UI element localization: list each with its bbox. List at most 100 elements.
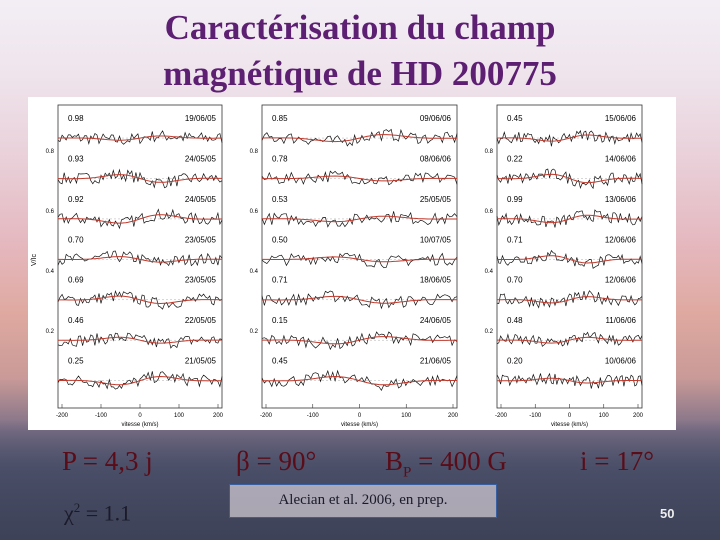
observed-profile xyxy=(261,128,458,147)
phase-label: 0.98 xyxy=(68,114,84,123)
model-profile xyxy=(497,377,642,384)
y-tick-label: 0.2 xyxy=(485,329,494,335)
date-label: 25/05/05 xyxy=(420,195,452,204)
background-hills xyxy=(0,420,720,540)
phase-label: 0.99 xyxy=(507,195,523,204)
phase-label: 0.71 xyxy=(507,235,523,244)
y-tick-label: 0.6 xyxy=(46,209,55,215)
observed-profile xyxy=(57,168,223,189)
observed-profile xyxy=(261,290,458,310)
model-profile xyxy=(58,135,222,141)
model-profile xyxy=(58,214,222,224)
date-label: 11/06/06 xyxy=(605,316,636,325)
model-profile xyxy=(497,296,642,304)
y-tick-label: 0.2 xyxy=(46,329,55,335)
model-profile xyxy=(58,256,222,263)
chi2: χ2 = 1.1 xyxy=(64,500,131,526)
x-tick-label: 100 xyxy=(401,413,412,419)
date-label: 12/06/06 xyxy=(605,235,637,244)
period: P = 4,3 j xyxy=(62,446,153,476)
observed-profile xyxy=(261,331,458,351)
phase-label: 0.53 xyxy=(272,195,288,204)
date-label: 10/06/06 xyxy=(605,357,637,366)
date-label: 19/06/05 xyxy=(185,114,217,123)
model-profile xyxy=(497,173,642,184)
observed-profile xyxy=(496,209,643,228)
date-label: 13/06/06 xyxy=(605,195,637,204)
phase-label: 0.48 xyxy=(507,316,523,325)
model-profile xyxy=(261,375,457,386)
x-tick-label: 100 xyxy=(599,413,610,419)
phase-label: 0.93 xyxy=(68,154,84,163)
observed-profile xyxy=(57,130,223,145)
x-axis-label: vitesse (km/s) xyxy=(121,422,158,428)
phase-label: 0.70 xyxy=(68,235,84,244)
symbol: B xyxy=(385,446,404,476)
x-tick-label: 0 xyxy=(358,413,362,419)
y-tick-label: 0.8 xyxy=(46,149,55,155)
model-profile xyxy=(497,134,643,142)
observed-profile xyxy=(496,129,643,147)
superscript: 2 xyxy=(73,500,81,515)
phase-label: 0.25 xyxy=(68,357,84,366)
x-tick-label: -200 xyxy=(56,413,69,419)
phase-label: 0.71 xyxy=(272,276,288,285)
observed-profile xyxy=(57,208,223,230)
model-profile xyxy=(262,134,458,143)
y-axis-label: V/Ic xyxy=(31,253,38,266)
observed-profile xyxy=(57,371,223,390)
y-tick-label: 0.2 xyxy=(250,329,259,335)
y-tick-label: 0.4 xyxy=(250,269,259,275)
date-label: 23/05/05 xyxy=(185,276,217,285)
x-tick-label: -200 xyxy=(495,413,508,419)
date-label: 14/06/06 xyxy=(605,154,637,163)
phase-label: 0.46 xyxy=(68,316,84,325)
observed-profile xyxy=(496,290,643,309)
phase-label: 0.92 xyxy=(68,195,84,204)
date-label: 22/05/05 xyxy=(185,316,217,325)
polar-field: BP = 400 G xyxy=(385,446,507,481)
phase-label: 0.22 xyxy=(507,154,523,163)
value: = 400 G xyxy=(411,446,507,476)
x-tick-label: 200 xyxy=(448,413,459,419)
date-label: 10/07/05 xyxy=(420,235,452,244)
phase-label: 0.15 xyxy=(272,316,288,325)
date-label: 12/06/06 xyxy=(605,276,637,285)
date-label: 08/06/06 xyxy=(420,154,452,163)
phase-label: 0.69 xyxy=(68,276,84,285)
x-tick-label: -100 xyxy=(529,413,542,419)
x-tick-label: 0 xyxy=(138,413,142,419)
reference: Alecian et al. 2006, en prep. xyxy=(229,484,497,518)
symbol: χ xyxy=(64,500,74,526)
model-profile xyxy=(262,295,457,304)
x-axis-label: vitesse (km/s) xyxy=(341,422,378,428)
model-profile xyxy=(261,215,457,223)
x-tick-label: 100 xyxy=(174,413,185,419)
model-profile xyxy=(58,174,222,183)
observed-profile xyxy=(261,170,458,186)
x-tick-label: 200 xyxy=(633,413,644,419)
phase-label: 0.78 xyxy=(272,154,288,163)
observed-profile xyxy=(496,249,643,269)
y-tick-label: 0.8 xyxy=(485,149,494,155)
x-tick-label: -100 xyxy=(95,413,108,419)
title-line: magnétique de HD 200775 xyxy=(163,54,557,93)
y-tick-label: 0.4 xyxy=(46,269,55,275)
date-label: 21/05/05 xyxy=(185,357,217,366)
observed-profile xyxy=(57,250,223,267)
observed-profile xyxy=(261,252,458,269)
date-label: 24/06/05 xyxy=(420,316,452,325)
x-tick-label: 200 xyxy=(213,413,224,419)
x-tick-label: -200 xyxy=(260,413,273,419)
y-tick-label: 0.8 xyxy=(250,149,259,155)
title-line: Caractérisation du champ xyxy=(164,8,556,47)
model-profile xyxy=(262,336,457,345)
model-profile xyxy=(262,256,457,263)
phase-label: 0.70 xyxy=(507,276,523,285)
date-label: 15/06/06 xyxy=(605,114,637,123)
model-profile xyxy=(497,214,642,224)
inclination: i = 17° xyxy=(580,446,655,476)
beta: β = 90° xyxy=(236,446,317,476)
phase-label: 0.85 xyxy=(272,114,288,123)
